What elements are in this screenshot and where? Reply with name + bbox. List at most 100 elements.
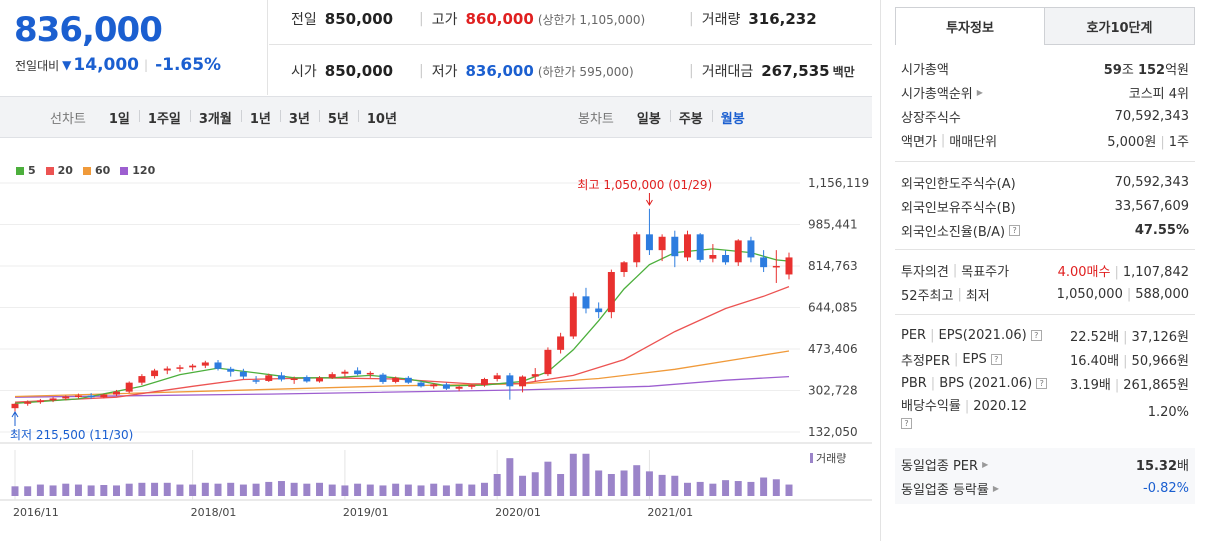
y-tick-label: 814,763 xyxy=(808,259,858,273)
ma60-line xyxy=(14,350,790,398)
info-row-peer-change[interactable]: 동일업종 등락률 ▶ -0.82% xyxy=(901,480,1189,498)
volume-bar xyxy=(645,471,653,496)
chart-legend: 5 20 60 120 xyxy=(16,164,165,177)
volume-bar xyxy=(684,482,691,496)
peer-section: 동일업종 PER ▶ 15.32배 동일업종 등락률 ▶ -0.82% xyxy=(895,448,1195,504)
volume-bar xyxy=(671,475,679,496)
candle-body xyxy=(214,362,222,369)
change-value: 14,000 xyxy=(73,55,140,75)
volume-bar xyxy=(379,485,387,496)
candle-body xyxy=(544,349,552,375)
price-change: 전일대비 ▼ 14,000 | -1.65% xyxy=(15,55,221,75)
candle-body xyxy=(176,367,184,369)
caret-right-icon: ▶ xyxy=(976,87,983,97)
current-price: 836,000 xyxy=(14,10,163,50)
x-tick-label: 2018/01 xyxy=(191,506,237,519)
info-row-market-cap: 시가총액 59조 152억원 xyxy=(901,62,1189,78)
ma5-line xyxy=(14,248,790,404)
help-icon[interactable]: ? xyxy=(990,353,1002,365)
candle-body xyxy=(392,377,400,382)
candle-body xyxy=(582,296,590,309)
volume-bar xyxy=(404,484,412,496)
candle-body xyxy=(645,234,653,251)
candle-body xyxy=(633,234,641,263)
low-annotation: 최저 215,500 (11/30) xyxy=(10,428,133,442)
info-row-foreign-ratio: 외국인소진율(B/A)? 47.55% xyxy=(901,222,1189,240)
period-1w[interactable]: 1주일 xyxy=(138,108,190,127)
volume-bar xyxy=(531,472,539,496)
candle-body xyxy=(265,375,273,381)
volume-bar xyxy=(747,481,755,496)
opinion-section: 투자의견 | 목표주가 4.00매수 | 1,107,842 52주최고 | 최저 1,05… xyxy=(895,258,1195,306)
help-icon[interactable]: ? xyxy=(901,418,912,429)
candle-body xyxy=(303,377,311,382)
divider xyxy=(895,249,1195,250)
volume-bar xyxy=(569,453,577,496)
candle-body xyxy=(366,372,374,375)
left-pane: 836,000 전일대비 ▼ 14,000 | -1.65% 전일 850,00… xyxy=(0,0,872,519)
candle-body xyxy=(709,255,717,259)
x-tick-label: 2021/01 xyxy=(647,506,693,519)
volume-bar xyxy=(138,482,146,496)
volume-bar xyxy=(316,482,324,496)
volume-bar xyxy=(290,482,298,496)
tab-investment-info[interactable]: 투자정보 xyxy=(895,7,1045,45)
candle-body xyxy=(557,336,565,350)
volume-bar xyxy=(430,483,438,496)
volume-bar xyxy=(214,483,222,496)
candle-body xyxy=(328,374,336,378)
volume-bar xyxy=(328,484,336,496)
candle-body xyxy=(189,365,197,368)
period-3y[interactable]: 3년 xyxy=(279,108,319,127)
candle-body xyxy=(36,400,44,403)
candle-body xyxy=(87,395,95,398)
period-5y[interactable]: 5년 xyxy=(318,108,358,127)
period-1d[interactable]: 1일 xyxy=(108,111,130,127)
info-row-peer-per[interactable]: 동일업종 PER ▶ 15.32배 xyxy=(901,458,1189,474)
volume-bar xyxy=(620,470,628,496)
volume-bar xyxy=(442,485,450,496)
period-1y[interactable]: 1년 xyxy=(240,108,280,127)
volume-bar xyxy=(227,482,235,496)
candle-body xyxy=(417,382,425,387)
candle-daily[interactable]: 일봉 xyxy=(636,111,661,127)
volume-bar xyxy=(24,486,32,496)
candle-body xyxy=(722,255,730,263)
tab-order-book[interactable]: 호가10단계 xyxy=(1045,7,1195,45)
help-icon[interactable]: ? xyxy=(1009,224,1021,236)
candle-body xyxy=(316,377,324,382)
x-tick-label: 2020/01 xyxy=(495,506,541,519)
candle-body xyxy=(163,368,171,371)
legend-ma120: 120 xyxy=(120,164,155,177)
candle-body xyxy=(252,380,260,382)
stat-volume: | 거래량 316,232 xyxy=(689,10,817,28)
volume-bar xyxy=(760,477,768,496)
candle-body xyxy=(442,384,450,389)
volume-bar xyxy=(277,481,285,496)
volume-bar xyxy=(366,484,374,496)
volume-bar xyxy=(151,482,159,496)
info-row-cap-rank[interactable]: 시가총액순위 ▶ 코스피 4위 xyxy=(901,86,1189,102)
ma120-line xyxy=(14,375,790,398)
candle-body xyxy=(49,398,57,401)
help-icon[interactable]: ? xyxy=(1030,329,1042,341)
market-cap-section: 시가총액 59조 152억원 시가총액순위 ▶ 코스피 4위 상장주식수 70,5… xyxy=(895,56,1195,152)
volume-bar xyxy=(722,480,730,496)
candle-monthly[interactable]: 월봉 xyxy=(711,108,754,127)
volume-bar xyxy=(62,483,70,496)
high-annotation: 최고 1,050,000 (01/29) xyxy=(577,178,712,192)
candle-body xyxy=(531,374,539,377)
valuation-section: PER | EPS(2021.06)? 22.52배 | 37,126원 추정PER | E… xyxy=(895,323,1195,435)
candle-weekly[interactable]: 주봉 xyxy=(669,108,712,127)
period-10y[interactable]: 10년 xyxy=(357,108,406,127)
volume-bar xyxy=(163,482,171,496)
candle-body xyxy=(620,262,628,273)
period-3m[interactable]: 3개월 xyxy=(189,108,241,127)
change-label: 전일대비 xyxy=(15,58,60,73)
help-icon[interactable]: ? xyxy=(1036,377,1048,389)
volume-bar xyxy=(74,484,82,496)
volume-label: 거래량 xyxy=(816,452,846,465)
candle-chart-periods: 봉차트 일봉 주봉 월봉 xyxy=(578,97,754,137)
candle-body xyxy=(684,234,691,258)
volume-bar xyxy=(607,474,615,496)
